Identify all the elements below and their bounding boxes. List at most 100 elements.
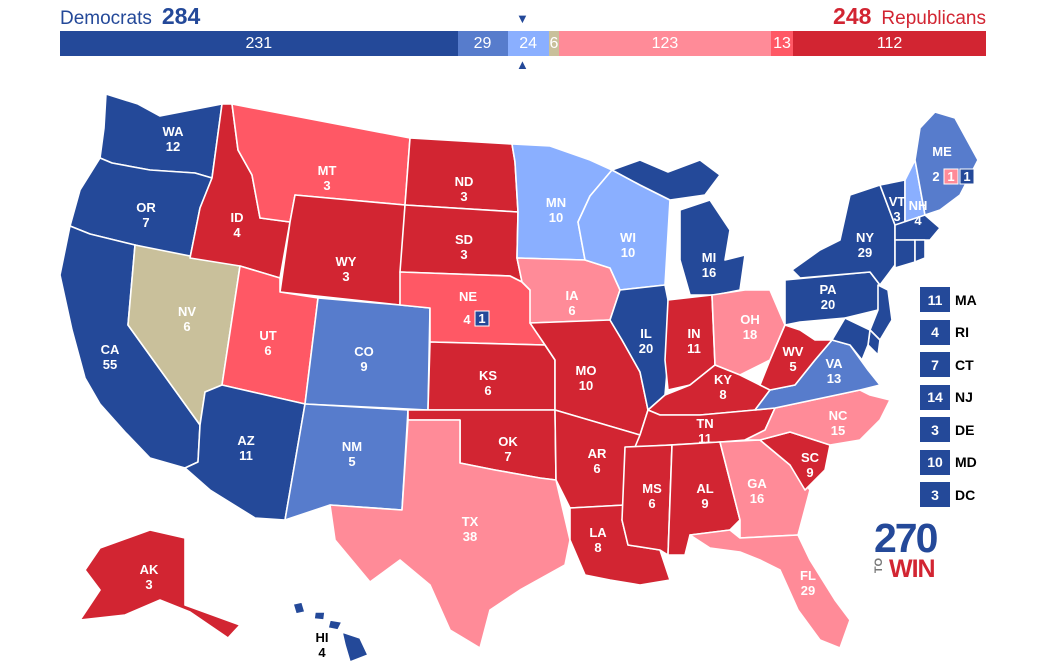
ne-statewide-ev: 4 xyxy=(463,312,471,327)
state-ev-GA: 16 xyxy=(750,491,764,506)
state-label-SD: SD xyxy=(455,232,473,247)
state-ev-OH: 18 xyxy=(743,327,757,342)
state-ev-FL: 29 xyxy=(801,583,815,598)
state-ev-CO: 9 xyxy=(360,359,367,374)
state-ev-KY: 8 xyxy=(719,387,726,402)
ev-segment-safe_dem: 231 xyxy=(60,31,458,56)
ev-segment-likely_dem: 29 xyxy=(457,31,508,56)
state-label-NV: NV xyxy=(178,304,196,319)
state-label-NE: NE xyxy=(459,289,477,304)
me-cd2-label: 1 xyxy=(947,169,954,184)
state-ev-KS: 6 xyxy=(484,383,491,398)
state-ev-VA: 13 xyxy=(827,371,841,386)
state-ev-NV: 6 xyxy=(183,319,190,334)
state-label-TN: TN xyxy=(696,416,713,431)
small-state-abbr: MD xyxy=(955,454,977,470)
state-ev-AZ: 11 xyxy=(239,448,253,463)
ev-segment-likely_rep: 13 xyxy=(770,31,794,56)
state-ev-NM: 5 xyxy=(348,454,355,469)
small-state-CT[interactable]: 7 CT xyxy=(920,352,977,377)
state-ev-UT: 6 xyxy=(264,343,271,358)
state-label-ID: ID xyxy=(231,210,244,225)
state-label-NH: NH xyxy=(909,198,928,213)
state-ME[interactable] xyxy=(914,111,979,216)
logo-to: TO xyxy=(873,558,885,574)
state-MD[interactable] xyxy=(831,317,871,361)
state-ev-NH: 4 xyxy=(914,213,922,228)
small-state-abbr: NJ xyxy=(955,389,973,405)
logo-number: 270 xyxy=(874,515,938,561)
270towin-logo[interactable]: 270 TO WIN xyxy=(873,515,944,584)
state-label-OR: OR xyxy=(136,200,156,215)
state-label-KS: KS xyxy=(479,368,497,383)
state-label-WV: WV xyxy=(783,344,804,359)
ne-cd2-label: 1 xyxy=(478,311,485,326)
state-HI[interactable] xyxy=(292,601,369,663)
state-ev-WV: 5 xyxy=(789,359,796,374)
small-state-abbr: CT xyxy=(955,356,974,373)
me-cd1-label: 1 xyxy=(963,169,970,184)
state-label-IA: IA xyxy=(566,288,580,303)
democrats-label: Democrats xyxy=(60,8,152,29)
small-state-DE[interactable]: 3 DE xyxy=(920,417,977,442)
ev-segment-safe_rep: 112 xyxy=(793,31,986,56)
small-state-MA[interactable]: 11 MA xyxy=(920,287,977,312)
state-ev-WA: 12 xyxy=(166,139,180,154)
state-ev-IA: 6 xyxy=(568,303,575,318)
state-label-LA: LA xyxy=(589,525,607,540)
state-ev-SD: 3 xyxy=(460,247,467,262)
small-state-ev: 3 xyxy=(920,482,950,507)
state-ev-CA: 55 xyxy=(103,357,117,372)
me-cd2-box[interactable] xyxy=(943,168,959,185)
state-label-IN: IN xyxy=(688,326,701,341)
state-ev-OR: 7 xyxy=(142,215,149,230)
state-ev-VT: 3 xyxy=(893,209,900,224)
small-state-NJ[interactable]: 14 NJ xyxy=(920,384,977,410)
state-WY[interactable] xyxy=(279,194,406,306)
state-WV[interactable] xyxy=(759,324,833,391)
state-label-CA: CA xyxy=(101,342,120,357)
small-state-ev: 3 xyxy=(920,417,950,442)
state-ev-IL: 20 xyxy=(639,341,653,356)
midpoint-marker-bottom: ▲ xyxy=(516,57,529,72)
republicans-label: Republicans xyxy=(881,8,986,29)
midpoint-marker-top: ▼ xyxy=(516,11,529,26)
state-ev-MT: 3 xyxy=(323,178,330,193)
state-ev-WY: 3 xyxy=(342,269,349,284)
state-MI-upper[interactable] xyxy=(611,159,721,201)
state-FL[interactable] xyxy=(689,529,851,649)
state-label-GA: GA xyxy=(747,476,767,491)
state-TX[interactable] xyxy=(329,419,571,649)
small-state-DC[interactable]: 3 DC xyxy=(920,482,977,507)
small-state-ev: 14 xyxy=(920,384,950,410)
state-label-HI: HI xyxy=(316,630,329,645)
state-AK[interactable] xyxy=(79,529,241,639)
state-ev-TX: 38 xyxy=(463,529,477,544)
state-ev-IN: 11 xyxy=(687,341,701,356)
state-label-ND: ND xyxy=(455,174,474,189)
state-MS[interactable] xyxy=(621,444,673,556)
state-ev-MI: 16 xyxy=(702,265,716,280)
state-RI[interactable] xyxy=(914,239,926,263)
small-state-abbr: MA xyxy=(955,291,977,308)
small-state-RI[interactable]: 4 RI xyxy=(920,319,977,345)
state-label-AL: AL xyxy=(696,481,713,496)
state-label-MT: MT xyxy=(318,163,337,178)
state-ev-ID: 4 xyxy=(233,225,241,240)
state-NY[interactable] xyxy=(791,184,896,286)
state-ev-AR: 6 xyxy=(593,461,600,476)
state-NM[interactable] xyxy=(284,403,409,521)
state-CT[interactable] xyxy=(894,239,916,269)
state-ev-AK: 3 xyxy=(145,577,152,592)
small-state-ev: 4 xyxy=(920,319,950,345)
me-cd1-box[interactable] xyxy=(959,168,975,185)
state-MI[interactable] xyxy=(679,199,746,296)
state-ev-ND: 3 xyxy=(460,189,467,204)
state-label-IL: IL xyxy=(640,326,652,341)
state-label-KY: KY xyxy=(714,372,732,387)
state-label-WI: WI xyxy=(620,230,636,245)
ne-cd2-box[interactable] xyxy=(474,310,490,327)
state-MA[interactable] xyxy=(894,214,941,241)
small-state-MD[interactable]: 10 MD xyxy=(920,449,977,475)
state-label-OK: OK xyxy=(498,434,518,449)
